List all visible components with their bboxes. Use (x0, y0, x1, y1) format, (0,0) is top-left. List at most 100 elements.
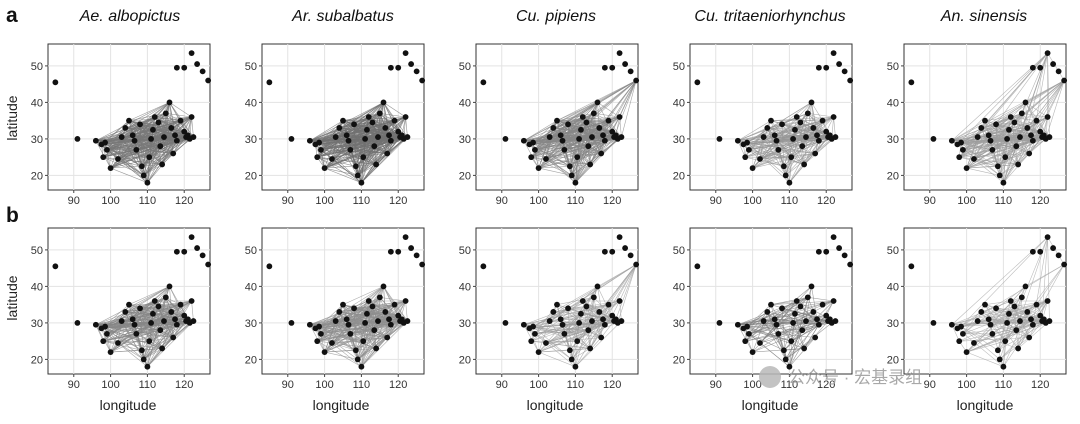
x-axis-label-4: longitude (742, 397, 799, 413)
site-point (162, 110, 169, 117)
x-tick-label: 100 (957, 195, 975, 207)
site-link (372, 304, 395, 307)
site-point (836, 61, 843, 67)
site-link (318, 142, 325, 169)
site-point (804, 110, 811, 117)
site-link (364, 322, 377, 349)
site-point (528, 338, 535, 345)
site-link (776, 129, 796, 141)
site-point (354, 356, 361, 363)
site-link (152, 313, 161, 331)
site-link (783, 315, 827, 351)
site-link (324, 167, 362, 183)
site-link (368, 102, 384, 118)
y-tick-label: 40 (459, 281, 471, 293)
y-tick-label: 30 (245, 318, 257, 330)
site-link (990, 324, 1006, 342)
site-point (365, 298, 372, 304)
site-link (1003, 153, 1030, 183)
site-point (601, 248, 608, 255)
site-point (365, 114, 372, 120)
site-link (110, 136, 122, 169)
site-point (358, 363, 365, 370)
site-link (589, 80, 637, 165)
link-network (951, 52, 1065, 183)
site-link (317, 156, 356, 167)
site-link (531, 156, 572, 176)
site-link (342, 113, 380, 121)
site-link (1016, 315, 1041, 331)
y-tick-label: 30 (887, 318, 899, 330)
site-link (386, 319, 390, 338)
site-link (801, 113, 809, 147)
site-link (353, 308, 366, 324)
site-point (622, 61, 629, 67)
site-link (745, 318, 830, 342)
site-link (105, 326, 137, 335)
site-link (960, 326, 999, 351)
site-link (556, 102, 598, 121)
y-tick-label: 50 (673, 245, 685, 257)
site-link (800, 300, 834, 307)
site-link (1003, 116, 1048, 183)
site-link (800, 122, 803, 147)
site-point (362, 320, 368, 326)
site-point (532, 330, 538, 337)
site-link (597, 102, 613, 132)
site-link (104, 326, 111, 353)
site-point (172, 316, 178, 323)
site-point (329, 340, 335, 346)
site-link (366, 129, 377, 165)
site-link (801, 146, 805, 165)
site-point (601, 137, 608, 144)
site-point (148, 320, 154, 326)
site-link (353, 286, 384, 309)
x-tick-label: 100 (529, 195, 547, 207)
site-point (375, 318, 381, 324)
site-point (574, 338, 581, 345)
site-link (951, 324, 960, 342)
site-point (177, 117, 184, 124)
site-point (173, 248, 180, 255)
site-point (340, 117, 346, 124)
site-point (543, 340, 549, 346)
site-point (760, 134, 767, 140)
site-point (530, 323, 536, 330)
site-link (973, 127, 982, 160)
site-link (165, 113, 174, 154)
site-point (587, 161, 594, 168)
site-link (141, 138, 152, 167)
site-point (133, 146, 140, 153)
site-link (746, 311, 768, 327)
site-link (959, 156, 998, 167)
site-link (621, 80, 637, 138)
site-point (107, 349, 114, 355)
site-link (556, 113, 594, 121)
site-point (1006, 310, 1012, 317)
site-point (535, 165, 542, 172)
site-point (1018, 110, 1025, 117)
site-point (140, 356, 147, 363)
site-link (1017, 127, 1028, 165)
site-point (318, 146, 324, 153)
site-link (981, 297, 1022, 313)
site-link (104, 142, 111, 169)
site-point (1046, 134, 1053, 140)
site-point (609, 128, 616, 135)
site-point (579, 114, 586, 120)
y-axis-label-row-b: latitude (4, 275, 20, 320)
site-point (814, 132, 820, 139)
site-point (391, 301, 398, 308)
site-point (1026, 334, 1033, 341)
site-link (1047, 237, 1050, 322)
site-point (129, 316, 136, 323)
y-tick-label: 30 (245, 134, 257, 146)
site-link (1047, 236, 1065, 265)
site-link (984, 304, 1019, 349)
site-point (550, 125, 557, 131)
site-point (994, 163, 1001, 170)
x-tick-label: 120 (603, 379, 621, 391)
site-point (978, 125, 985, 131)
site-link (600, 319, 604, 338)
